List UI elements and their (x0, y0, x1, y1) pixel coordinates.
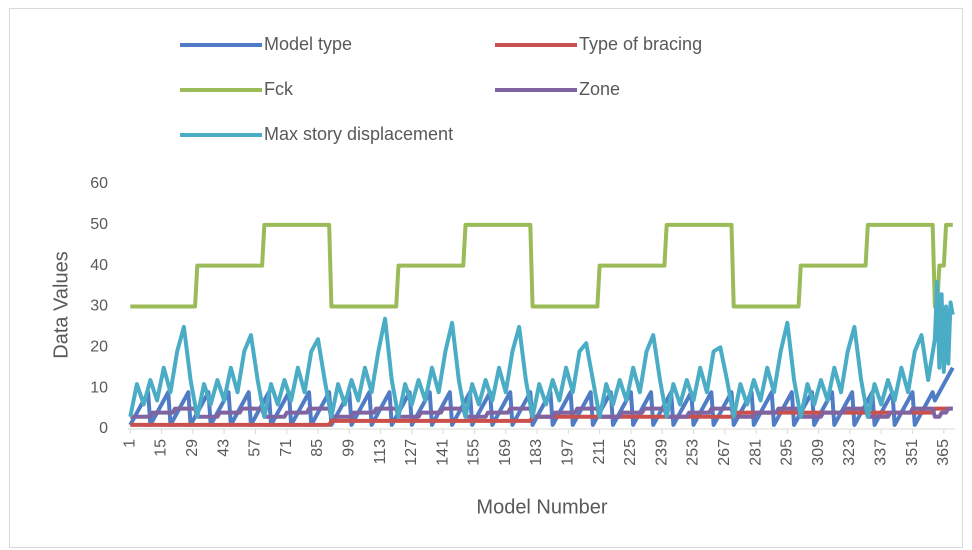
x-tick-label: 337 (872, 439, 889, 466)
x-tick-label: 183 (528, 439, 545, 466)
x-tick-label: 309 (810, 439, 827, 466)
legend-label: Model type (264, 34, 352, 54)
legend-label: Zone (579, 79, 620, 99)
y-tick-label: 0 (99, 420, 108, 437)
x-tick-label: 267 (716, 439, 733, 466)
x-tick-label: 295 (779, 439, 796, 466)
x-tick-label: 1 (121, 439, 138, 448)
x-tick-label: 169 (497, 439, 514, 466)
x-tick-label: 155 (466, 439, 483, 466)
y-tick-label: 20 (90, 339, 108, 356)
x-tick-label: 281 (747, 439, 764, 466)
x-tick-label: 351 (904, 439, 921, 466)
x-tick-label: 71 (278, 439, 295, 457)
x-tick-label: 365 (935, 439, 952, 466)
y-tick-label: 50 (90, 216, 108, 233)
x-tick-label: 85 (309, 439, 326, 457)
x-tick-label: 141 (434, 439, 451, 466)
series-line (128, 280, 955, 419)
x-tick-label: 211 (591, 439, 608, 465)
y-tick-label: 10 (90, 379, 108, 396)
x-tick-label: 29 (184, 439, 201, 457)
y-tick-label: 60 (90, 175, 108, 192)
x-axis-title: Model Number (476, 496, 608, 518)
x-tick-label: 253 (685, 439, 702, 466)
x-tick-label: 57 (247, 439, 264, 457)
x-tick-label: 127 (403, 439, 420, 466)
x-tick-label: 15 (153, 439, 170, 457)
chart-border (9, 8, 963, 548)
y-tick-label: 30 (90, 298, 108, 315)
x-tick-label: 225 (622, 439, 639, 466)
y-axis-title: Data Values (50, 251, 72, 358)
y-tick-label: 40 (90, 257, 108, 274)
x-tick-label: 113 (372, 439, 389, 465)
series-line (128, 366, 955, 427)
legend-label: Max story displacement (264, 124, 453, 144)
series-line (130, 406, 953, 419)
legend-label: Type of bracing (579, 34, 702, 54)
x-tick-label: 323 (841, 439, 858, 466)
x-tick-label: 239 (653, 439, 670, 466)
x-tick-label: 99 (340, 439, 357, 457)
legend-label: Fck (264, 79, 294, 99)
x-tick-label: 197 (560, 439, 577, 466)
x-tick-label: 43 (215, 439, 232, 457)
